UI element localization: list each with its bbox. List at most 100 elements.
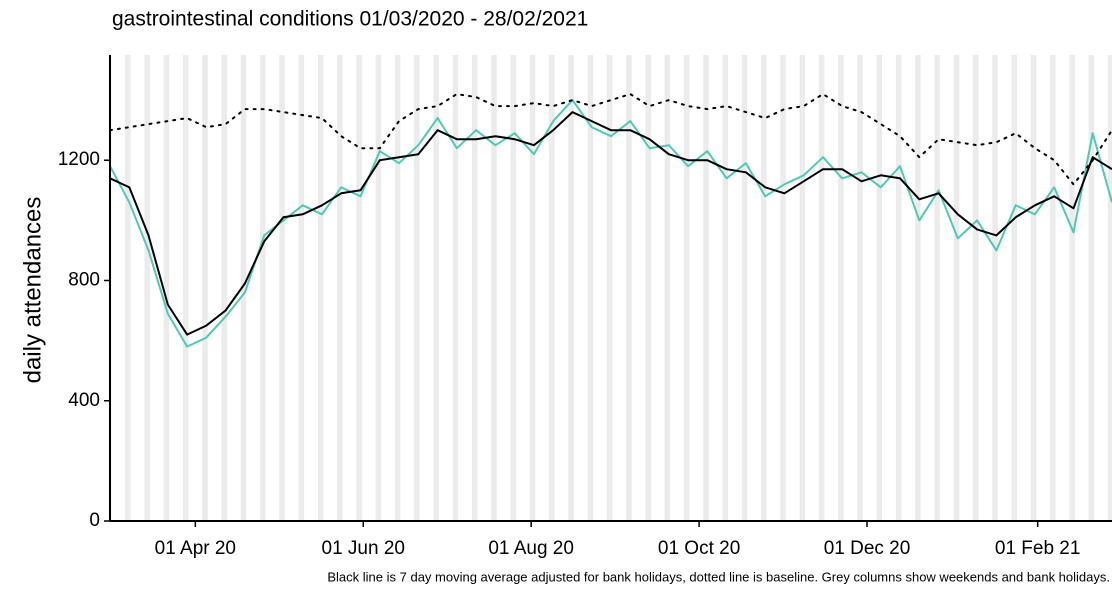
weekend-column [972, 55, 976, 521]
weekend-column [725, 55, 728, 521]
weekend-column [375, 55, 379, 521]
weekend-column [221, 55, 225, 521]
weekend-column [378, 55, 382, 521]
weekend-column [953, 55, 957, 521]
footnote: Black line is 7 day moving average adjus… [327, 569, 1110, 584]
y-tick-label: 0 [89, 510, 100, 531]
weekend-column [934, 55, 938, 521]
weekend-column [1088, 55, 1092, 521]
weekend-column [799, 55, 803, 521]
weekend-column [761, 55, 764, 521]
weekend-column [1033, 55, 1037, 521]
weekend-column [783, 55, 786, 521]
weekend-column [838, 55, 841, 521]
weekend-column [915, 55, 918, 521]
weekend-column [204, 55, 208, 521]
weekend-column [182, 55, 186, 521]
weekend-column [127, 55, 131, 521]
weekend-column [975, 55, 979, 521]
weekend-column [1011, 55, 1015, 521]
weekend-column [147, 55, 150, 521]
weekend-column [339, 55, 343, 521]
weekend-column [917, 55, 921, 521]
weekend-column [474, 55, 478, 521]
weekend-column [840, 55, 844, 521]
x-tick-label: 01 Oct 20 [658, 538, 740, 559]
weekend-column [895, 55, 899, 521]
weekend-column [568, 55, 572, 521]
weekend-column [551, 55, 555, 521]
series-line [109, 93, 1112, 186]
x-tick-label: 01 Jun 20 [322, 538, 405, 559]
weekend-column [433, 55, 437, 521]
weekend-column [494, 55, 497, 521]
weekend-column [359, 55, 362, 521]
weekend-column [818, 55, 822, 521]
weekend-column [414, 55, 417, 521]
weekend-column [224, 55, 227, 521]
weekend-column [452, 55, 456, 521]
weekend-column [529, 55, 533, 521]
weekend-column [876, 55, 880, 521]
weekend-column [243, 55, 247, 521]
weekend-column [667, 55, 671, 521]
weekend-columns [108, 55, 1112, 521]
weekend-column [1072, 55, 1075, 521]
weekend-column [606, 55, 610, 521]
weekend-column [1069, 55, 1073, 521]
weekend-column [144, 55, 148, 521]
weekend-column [163, 55, 167, 521]
weekend-column [298, 55, 302, 521]
x-tick-label: 01 Apr 20 [155, 538, 236, 559]
weekend-column [491, 55, 495, 521]
weekend-column [337, 55, 340, 521]
x-tick-label: 01 Dec 20 [824, 538, 911, 559]
weekend-column [1110, 55, 1112, 521]
plot-area [109, 93, 1112, 348]
weekend-column [626, 55, 629, 521]
y-tick-label: 1200 [58, 149, 100, 170]
series-line [109, 111, 1112, 336]
y-tick-label: 400 [68, 390, 100, 411]
weekend-column [860, 55, 863, 521]
weekend-column [590, 55, 594, 521]
weekend-column [1014, 55, 1018, 521]
weekend-column [664, 55, 668, 521]
weekend-column [628, 55, 632, 521]
weekend-column [202, 55, 205, 521]
weekend-column [741, 55, 745, 521]
weekend-column [609, 55, 613, 521]
weekend-column [992, 55, 996, 521]
weekend-column [125, 55, 128, 521]
weekend-column [898, 55, 902, 521]
weekend-column [937, 55, 940, 521]
weekend-column [513, 55, 517, 521]
weekend-column [549, 55, 552, 521]
weekend-column [744, 55, 748, 521]
weekend-column [703, 55, 706, 521]
weekend-column [821, 55, 825, 521]
chart-title: gastrointestinal conditions 01/03/2020 -… [112, 8, 588, 31]
weekend-column [356, 55, 360, 521]
weekend-column [279, 55, 283, 521]
weekend-column [166, 55, 170, 521]
weekend-column [471, 55, 475, 521]
weekend-column [587, 55, 591, 521]
weekend-column [416, 55, 420, 521]
weekend-column [995, 55, 998, 521]
weekend-column [857, 55, 861, 521]
weekend-column [780, 55, 784, 521]
weekend-column [436, 55, 439, 521]
weekend-column [1050, 55, 1053, 521]
weekend-column [956, 55, 960, 521]
weekend-column [879, 55, 883, 521]
weekend-column [683, 55, 687, 521]
x-tick-label: 01 Feb 21 [995, 538, 1081, 559]
weekend-column [763, 55, 767, 521]
weekend-column [1091, 55, 1095, 521]
weekend-column [1107, 55, 1111, 521]
weekend-column [705, 55, 709, 521]
weekend-column [645, 55, 649, 521]
y-axis-label: daily attendances [19, 197, 46, 384]
